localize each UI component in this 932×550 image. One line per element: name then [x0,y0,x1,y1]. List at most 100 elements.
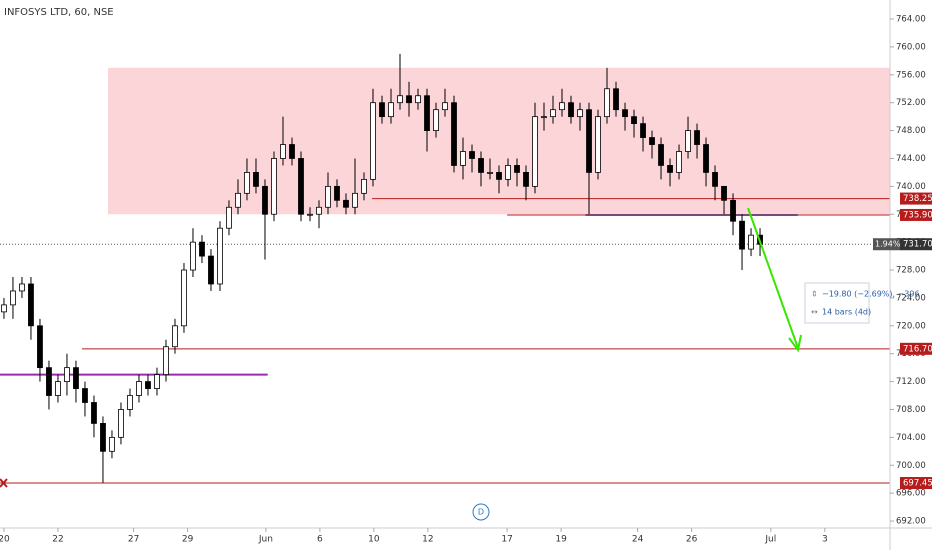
candle-body [361,178,367,194]
candle-body [82,388,88,403]
candle-body [577,109,583,118]
y-tick-label: 744.00 [896,154,926,164]
level-label: 738.25 [903,194,932,204]
candle-body [46,367,52,396]
candle-body [424,95,430,131]
candle-body [703,144,709,173]
measure-icon: ↔ [811,308,818,317]
y-tick-label: 756.00 [896,70,926,80]
candle-body [397,95,403,104]
candle-body [127,395,133,410]
candle-body [190,241,196,271]
x-tick-label: 19 [555,535,567,545]
candle-body [541,116,547,119]
x-tick-label: 26 [686,535,698,545]
y-tick-label: 752.00 [896,98,926,108]
candle-body [64,367,70,382]
candle-body [181,269,187,327]
candle-body [532,116,538,187]
candle-body [271,158,277,215]
measure-box [804,282,870,324]
candle-body [208,255,214,285]
x-tick-label: 27 [128,535,139,545]
candle-body [712,172,718,187]
candle-body [694,130,700,145]
candle-body [325,185,331,208]
y-tick-label: 692.00 [896,517,926,527]
level-label: 697.45 [903,479,932,489]
candle-body [343,199,349,208]
candle-body [604,88,610,118]
x-tick-label: 10 [368,535,380,545]
candle-body [586,109,592,173]
y-tick-label: 700.00 [896,461,926,471]
candle-body [280,144,286,159]
candle-body [631,116,637,125]
candle-body [649,137,655,145]
candle-body [1,304,7,313]
x-tick-label: 29 [182,535,194,545]
candle-body [433,109,439,131]
candle-body [316,206,322,215]
x-tick-label: 20 [0,535,10,545]
candle-body [145,381,151,389]
last-price-bg [900,238,932,251]
candle-body [559,102,565,111]
candle-body [163,346,169,376]
last-change: 1.94% [875,240,901,249]
y-tick-label: 724.00 [896,293,926,303]
candle-body [523,172,529,187]
last-change-bg [873,238,900,251]
y-tick-label: 740.00 [896,182,926,192]
level-label: 735.90 [903,210,932,220]
candle-body [730,199,736,222]
candle-body [262,185,268,215]
level-marker [0,478,8,488]
level-label-bg [900,192,932,205]
candle-body [244,172,250,194]
candle-body [460,151,466,166]
candle-body [136,381,142,396]
candle-body [487,172,493,174]
candle-body [19,283,25,292]
candle-body [352,192,358,208]
candle-body [109,436,115,452]
candle-body [379,102,385,118]
candle-body [334,185,340,201]
candle-body [226,206,232,229]
chart-title: INFOSYS LTD, 60, NSE [4,7,114,18]
candle-body [253,172,259,187]
candle-body [199,241,205,257]
session-marker: D [478,508,484,517]
candle-body [721,185,727,201]
x-tick-label: 6 [317,535,323,545]
candle-body [613,88,619,111]
candle-body [10,290,16,306]
candle-body [289,144,295,159]
y-tick-label: 720.00 [896,321,926,331]
candle-body [442,102,448,111]
candle-body [100,423,106,452]
candle-body [370,102,376,180]
x-tick-label: 17 [501,535,512,545]
candle-body [37,325,43,369]
candle-body [667,165,673,173]
candle-body [514,165,520,173]
x-tick-label: Jul [764,535,776,545]
x-tick-label: 12 [422,535,433,545]
candle-body [298,158,304,215]
candle-body [217,227,223,285]
y-tick-label: 696.00 [896,489,926,499]
session-marker-circle [472,503,490,521]
candle-body [622,109,628,118]
y-tick-label: 712.00 [896,377,926,387]
candle-body [595,116,601,173]
arrow-line [747,207,799,349]
candle-body [739,220,745,250]
candle-body [55,381,61,396]
level-label-bg [900,477,932,490]
candle-body [505,165,511,180]
y-tick-label: 748.00 [896,126,926,136]
candle-body [28,283,34,327]
